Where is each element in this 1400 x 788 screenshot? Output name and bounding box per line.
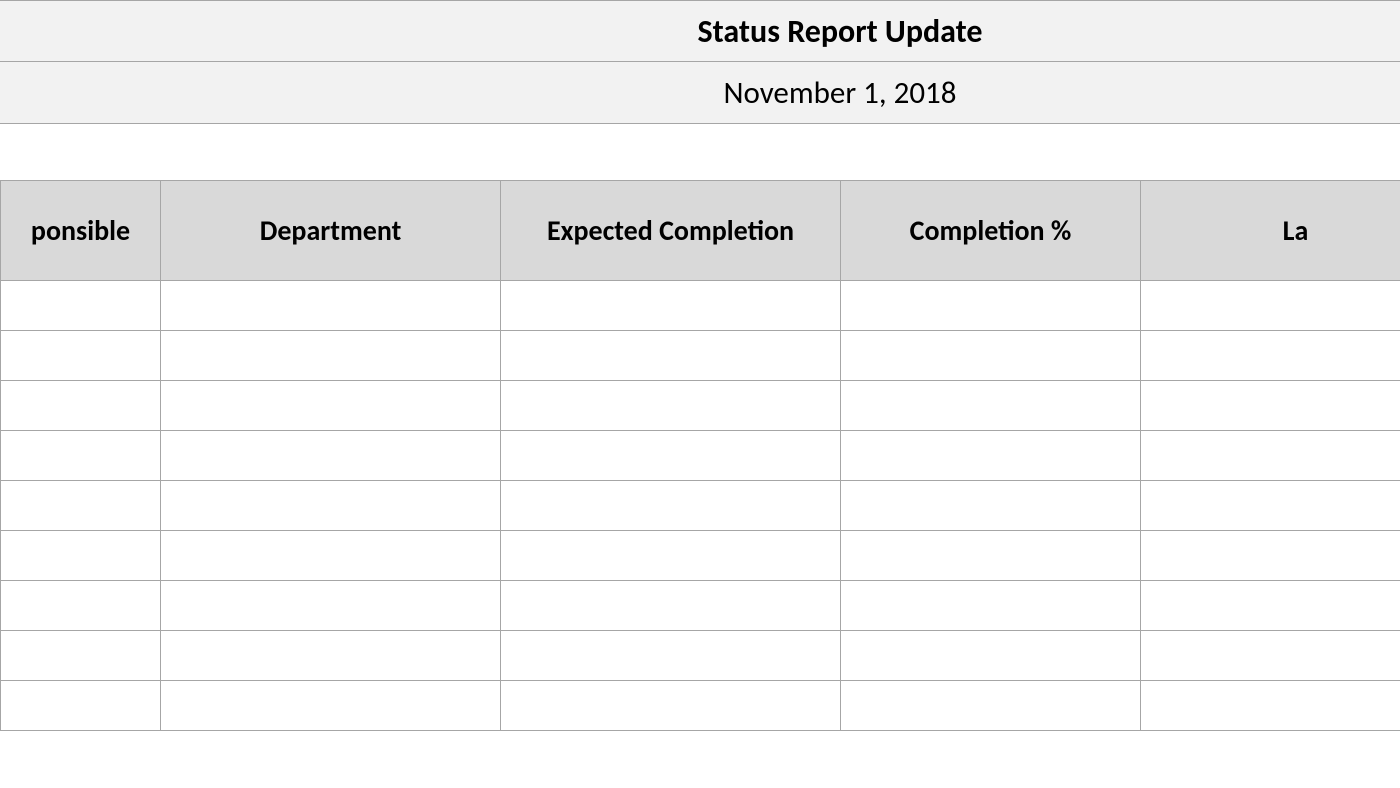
col-header-responsible[interactable]: ponsible <box>1 181 161 281</box>
cell-responsible[interactable] <box>1 381 161 431</box>
cell-completion-pct[interactable] <box>841 531 1141 581</box>
table-row <box>1 531 1400 581</box>
cell-completion-pct[interactable] <box>841 281 1141 331</box>
cell-completion-pct[interactable] <box>841 681 1141 731</box>
cell-completion-pct[interactable] <box>841 631 1141 681</box>
cell-responsible[interactable] <box>1 481 161 531</box>
cell-completion-pct[interactable] <box>841 431 1141 481</box>
table-row <box>1 331 1400 381</box>
spacer <box>0 124 1400 180</box>
cell-department[interactable] <box>161 631 501 681</box>
cell-department[interactable] <box>161 531 501 581</box>
col-header-completion-pct[interactable]: Completion % <box>841 181 1141 281</box>
title-row: Status Report Update <box>0 0 1400 62</box>
cell-last[interactable] <box>1141 381 1400 431</box>
cell-completion-pct[interactable] <box>841 331 1141 381</box>
table-row <box>1 481 1400 531</box>
cell-completion-pct[interactable] <box>841 381 1141 431</box>
table-body <box>1 281 1400 731</box>
cell-department[interactable] <box>161 681 501 731</box>
cell-department[interactable] <box>161 581 501 631</box>
table-row <box>1 581 1400 631</box>
cell-department[interactable] <box>161 431 501 481</box>
table-row <box>1 431 1400 481</box>
cell-expected-completion[interactable] <box>501 581 841 631</box>
cell-expected-completion[interactable] <box>501 331 841 381</box>
cell-department[interactable] <box>161 331 501 381</box>
cell-responsible[interactable] <box>1 531 161 581</box>
table-row <box>1 281 1400 331</box>
cell-expected-completion[interactable] <box>501 531 841 581</box>
cell-responsible[interactable] <box>1 331 161 381</box>
report-date: November 1, 2018 <box>724 74 957 112</box>
cell-expected-completion[interactable] <box>501 631 841 681</box>
col-header-department[interactable]: Department <box>161 181 501 281</box>
cell-last[interactable] <box>1141 331 1400 381</box>
cell-last[interactable] <box>1141 681 1400 731</box>
cell-expected-completion[interactable] <box>501 431 841 481</box>
cell-expected-completion[interactable] <box>501 481 841 531</box>
cell-responsible[interactable] <box>1 581 161 631</box>
cell-last[interactable] <box>1141 581 1400 631</box>
cell-department[interactable] <box>161 381 501 431</box>
cell-responsible[interactable] <box>1 631 161 681</box>
cell-responsible[interactable] <box>1 281 161 331</box>
col-header-expected-completion[interactable]: Expected Completion <box>501 181 841 281</box>
cell-last[interactable] <box>1141 481 1400 531</box>
cell-department[interactable] <box>161 281 501 331</box>
table-row <box>1 681 1400 731</box>
cell-completion-pct[interactable] <box>841 581 1141 631</box>
cell-department[interactable] <box>161 481 501 531</box>
table-header-row: ponsible Department Expected Completion … <box>1 181 1400 281</box>
cell-expected-completion[interactable] <box>501 681 841 731</box>
cell-last[interactable] <box>1141 531 1400 581</box>
table-row <box>1 381 1400 431</box>
cell-responsible[interactable] <box>1 431 161 481</box>
table-row <box>1 631 1400 681</box>
cell-last[interactable] <box>1141 281 1400 331</box>
cell-last[interactable] <box>1141 631 1400 681</box>
status-report: Status Report Update November 1, 2018 po… <box>0 0 1400 731</box>
col-header-last[interactable]: La <box>1141 181 1400 281</box>
cell-responsible[interactable] <box>1 681 161 731</box>
cell-expected-completion[interactable] <box>501 381 841 431</box>
date-row: November 1, 2018 <box>0 62 1400 124</box>
cell-expected-completion[interactable] <box>501 281 841 331</box>
cell-completion-pct[interactable] <box>841 481 1141 531</box>
status-table: ponsible Department Expected Completion … <box>0 180 1400 731</box>
cell-last[interactable] <box>1141 431 1400 481</box>
report-title: Status Report Update <box>698 12 983 51</box>
